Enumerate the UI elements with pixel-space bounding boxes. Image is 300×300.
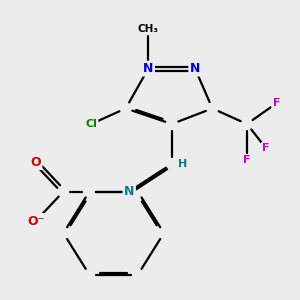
Text: F: F (262, 143, 270, 153)
Text: F: F (273, 98, 280, 108)
Text: F: F (243, 155, 251, 165)
Text: Cl: Cl (85, 119, 97, 129)
Text: H: H (178, 159, 187, 169)
Text: O⁻: O⁻ (27, 214, 44, 227)
Text: N: N (124, 185, 134, 198)
Text: O: O (30, 156, 41, 169)
Text: N: N (143, 62, 154, 75)
Text: N: N (190, 62, 200, 75)
Text: CH₃: CH₃ (138, 24, 159, 34)
